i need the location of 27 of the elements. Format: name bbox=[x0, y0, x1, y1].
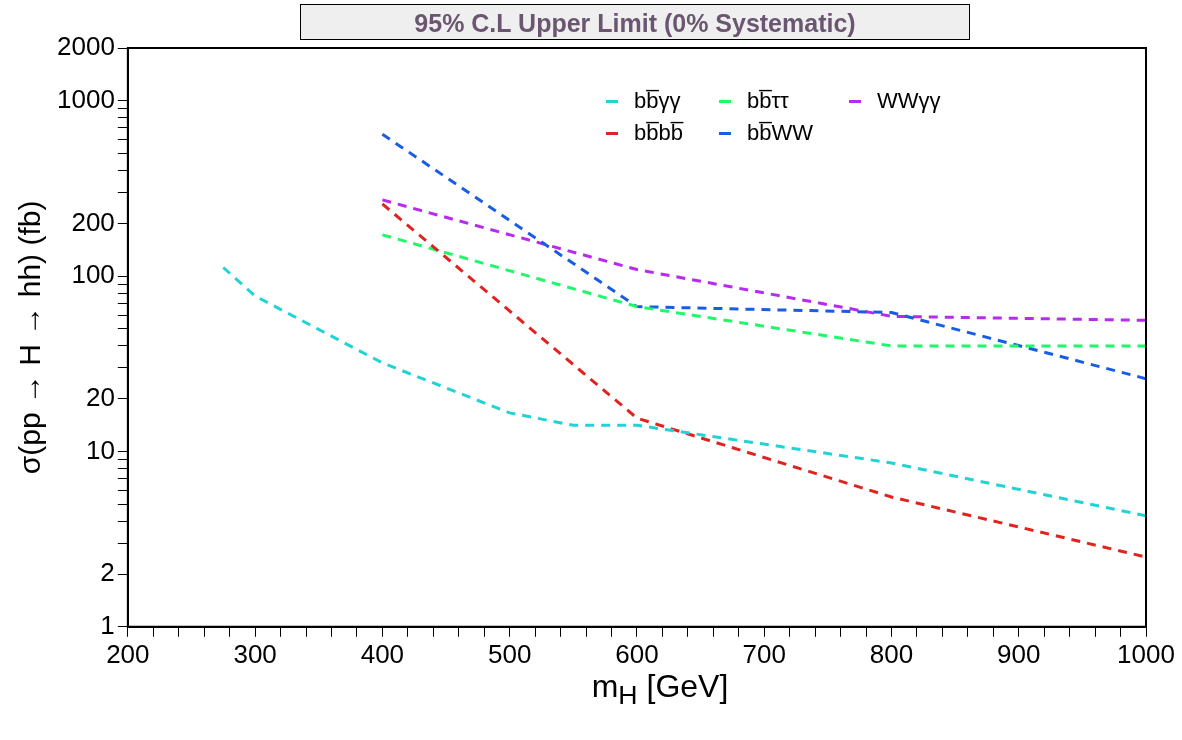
x-tick-label: 900 bbox=[997, 638, 1041, 669]
y-tick-label: 100 bbox=[71, 259, 115, 290]
legend-label: bb̅γγ bbox=[634, 88, 681, 114]
y-tick-label: 1 bbox=[100, 609, 115, 640]
y-tick-label: 10 bbox=[85, 434, 115, 465]
x-axis-title: m$_{H}$ [GeV] bbox=[590, 668, 730, 712]
line-series bbox=[380, 202, 1146, 559]
x-tick-label: 700 bbox=[742, 638, 786, 669]
line-series bbox=[380, 198, 1146, 322]
legend-label: bb̅bb̅ bbox=[634, 120, 683, 146]
x-tick-label: 800 bbox=[869, 638, 914, 669]
x-tick-label: 1000 bbox=[1117, 638, 1175, 669]
y-tick-label: 1000 bbox=[57, 83, 115, 114]
y-tick-label: 200 bbox=[71, 206, 115, 237]
x-tick-label: 300 bbox=[233, 638, 277, 669]
y-tick-label: 2 bbox=[100, 557, 115, 588]
y-tick-label: 2000 bbox=[57, 31, 115, 62]
legend-label: bb̅WW bbox=[746, 120, 813, 146]
x-tick-label: 600 bbox=[615, 638, 659, 669]
chart-title: 95% C.L Upper Limit (0% Systematic) bbox=[300, 4, 970, 40]
legend-label: WWγγ bbox=[876, 88, 941, 114]
legend-label: bb̅ττ bbox=[746, 88, 789, 114]
y-axis-title: σ(pp → H → hh) (fb) bbox=[13, 200, 47, 475]
x-tick-label: 500 bbox=[487, 638, 532, 669]
x-tick-label: 400 bbox=[360, 638, 405, 669]
line-series bbox=[221, 265, 1146, 518]
y-tick-label: 20 bbox=[85, 381, 115, 412]
